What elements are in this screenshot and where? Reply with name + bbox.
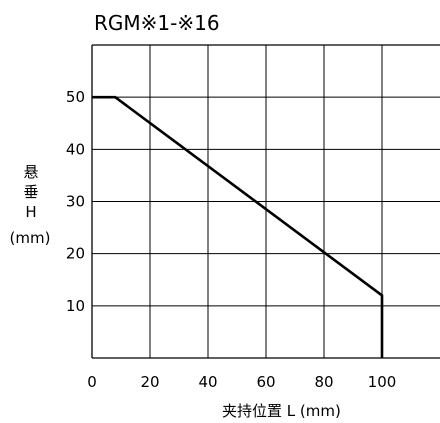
grid (92, 45, 440, 358)
x-tick-label-20: 20 (140, 373, 159, 391)
y-tick-label-30: 30 (66, 193, 85, 211)
x-tick-label-100: 100 (368, 373, 397, 391)
y-tick-label-20: 20 (66, 245, 85, 263)
x-tick-label-80: 80 (314, 373, 333, 391)
x-tick-labels: 0 20 40 60 80 100 (87, 373, 396, 391)
y-axis-label-line-4: (mm) (10, 229, 51, 247)
x-tick-label-40: 40 (198, 373, 217, 391)
y-axis-label-line-2: 垂 (23, 183, 38, 201)
series-line-0 (92, 95, 384, 358)
y-axis-label: 悬 垂 H (mm) (10, 163, 51, 247)
y-tick-label-10: 10 (66, 297, 85, 315)
y-axis-label-line-3: H (25, 203, 36, 221)
y-axis-label-line-1: 悬 (23, 163, 38, 181)
chart-title: RGM※1-※16 (94, 11, 220, 35)
x-tick-label-60: 60 (256, 373, 275, 391)
plot-area: 0 20 40 60 80 100 10 20 30 40 50 (66, 44, 440, 391)
x-tick-label-0: 0 (87, 373, 97, 391)
series-group (92, 95, 384, 358)
y-tick-label-40: 40 (66, 140, 85, 158)
y-tick-labels: 10 20 30 40 50 (66, 88, 85, 315)
x-axis-label: 夹持位置 L (mm) (222, 402, 341, 420)
y-tick-label-50: 50 (66, 88, 85, 106)
